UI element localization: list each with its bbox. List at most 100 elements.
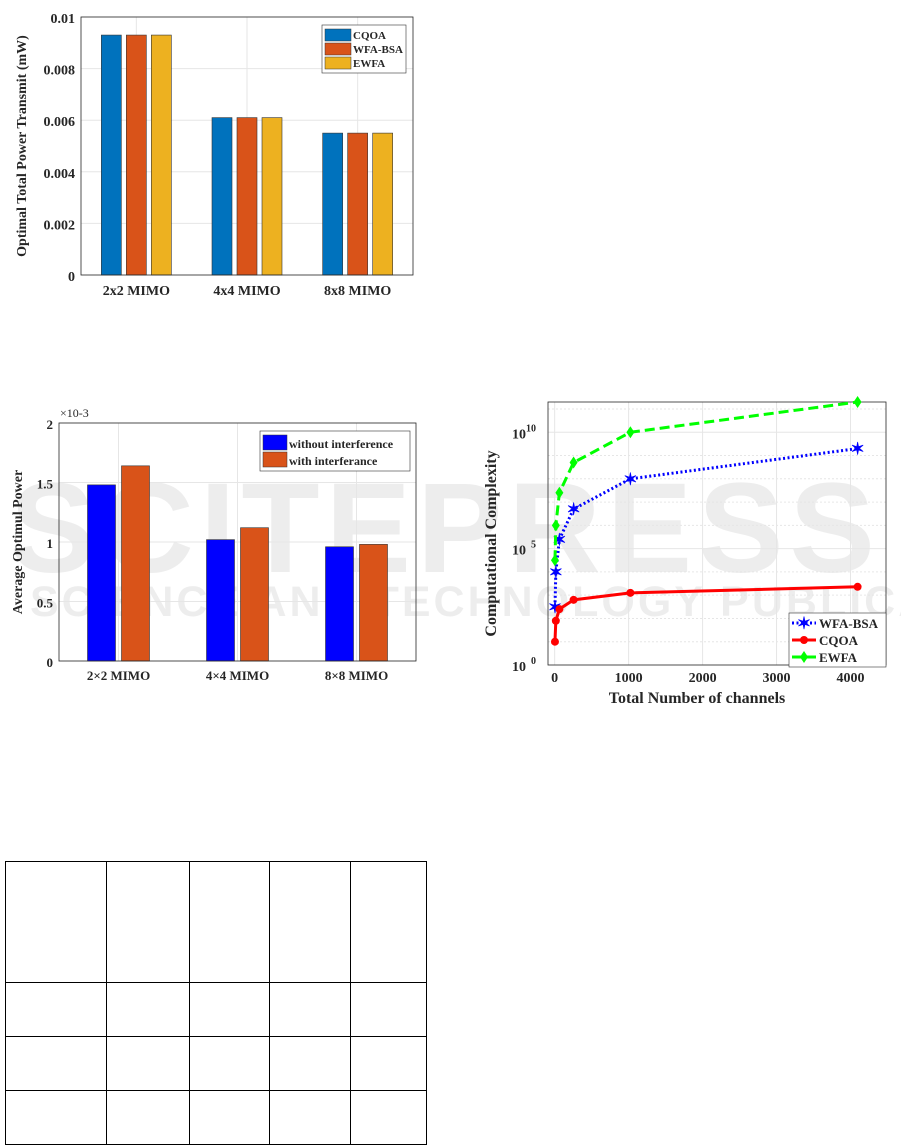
legend-label: with interferance [289,454,378,468]
table-cell [5,982,107,1037]
bar-cqoa [211,117,233,276]
y-tick-label: 0 [68,270,75,285]
legend-label: EWFA [353,58,385,70]
table-cell [350,1090,427,1145]
y-tick-exponent: 5 [531,540,536,551]
data-point-cqoa [626,588,635,597]
plot-frame [547,401,887,666]
bar-wfa-bsa [126,34,147,276]
tick-base: 10 [512,544,526,559]
y-tick-label: 0.004 [44,167,76,182]
table-cell [269,1090,351,1145]
x-tick-label: 8×8 MIMO [325,668,388,683]
y-axis-label: Optimal Total Power Transmit (mW) [15,35,30,257]
series-line-ewfa [553,400,858,561]
bar-ewfa [151,34,172,276]
bar-cqoa [101,34,122,276]
y-tick-label: 0.008 [44,64,76,79]
bar-without-interference [325,546,354,662]
legend-marker [800,636,808,644]
legend-label: CQOA [353,30,386,42]
bar-with-interferance [240,527,269,662]
table-cell [5,1036,107,1091]
table-cell [269,982,351,1037]
y-tick-label: 10 [512,660,526,675]
table-cell [189,861,270,983]
x-tick-label: 8x8 MIMO [324,284,391,299]
y-tick-label: 1 [47,536,54,551]
legend-swatch [324,42,352,56]
bar-with-interferance [359,544,388,662]
data-point-wfa-bsa: ✶ [566,500,580,519]
x-tick-label: 2x2 MIMO [103,284,170,299]
x-tick-label: 3000 [763,671,791,686]
tick-base: 10 [512,660,526,675]
legend-swatch [324,28,352,42]
data-point-ewfa [569,456,578,469]
table-cell [269,861,351,983]
legend-label: without interference [289,437,394,451]
data-point-cqoa [569,595,578,604]
data-point-wfa-bsa: ✶ [549,563,563,582]
y-axis-label: Computational Complexity [483,450,500,636]
table-cell [106,861,190,983]
y-tick-label: 10 [512,427,526,442]
legend-label: WFA-BSA [353,44,403,56]
bar-cqoa [322,132,343,276]
series-line-wfa-bsa [553,447,858,607]
table-cell [106,1036,190,1091]
table-cell [350,982,427,1037]
table-cell [269,1036,351,1091]
y-axis-label: Average Optimul Power [11,470,26,614]
x-tick-label: 0 [551,671,558,686]
x-tick-label: 4x4 MIMO [213,284,280,299]
data-point-wfa-bsa: ✶ [623,470,637,489]
bar-chart-total-power: 0 0.002 0.004 0.006 0.008 0.01 2x2 MIMO 4x4 MIM… [15,12,414,299]
data-point-cqoa [551,616,560,625]
table-cell [350,861,427,983]
data-point-ewfa [853,396,862,408]
x-tick-label: 2000 [689,671,717,686]
data-point-ewfa [550,554,559,567]
plot-frame [58,422,417,662]
table-cell [189,1090,270,1145]
data-table [5,861,427,1145]
bar-wfa-bsa [236,117,258,276]
legend-swatch [262,451,288,468]
bar-ewfa [261,117,283,276]
data-point-ewfa [551,519,560,532]
x-tick-label: 4000 [836,671,864,686]
data-point-cqoa [555,605,564,614]
bar-without-interference [206,539,235,662]
x-axis-label: Total Number of channels [609,690,785,707]
table-cell [189,982,270,1037]
bar-with-interferance [121,465,150,662]
data-point-ewfa [555,486,564,499]
legend-label: EWFA [819,650,858,665]
legend-swatch [262,434,288,451]
plot-frame [80,16,414,276]
y-tick-label: 0.002 [44,218,76,233]
bar-ewfa [372,132,393,276]
bar-wfa-bsa [347,132,368,276]
y-tick-exponent: 10 [526,423,536,434]
table-cell [189,1036,270,1091]
y-tick-label: 1.5 [37,477,54,492]
x-tick-label: 4×4 MIMO [206,668,269,683]
table-cell [5,861,107,983]
data-point-ewfa [626,426,635,439]
legend-label: WFA-BSA [819,616,879,631]
y-tick-label: 0 [47,655,54,670]
legend-marker [800,651,808,663]
x-tick-label: 1000 [615,671,643,686]
bar-chart-average-power: 0 0.5 1 1.5 2 2×2 MIMO 4×4 MIMO 8×8 MIMO Average… [11,406,417,683]
tick-base: 10 [512,427,526,442]
y-tick-label: 0.5 [37,596,54,611]
y-tick-label: 10 [512,544,526,559]
y-scale-label: ×10-3 [60,406,89,420]
table-cell [106,1090,190,1145]
data-point-cqoa [550,637,559,646]
y-tick-exponent: 0 [531,656,536,667]
legend-swatch [324,56,352,70]
